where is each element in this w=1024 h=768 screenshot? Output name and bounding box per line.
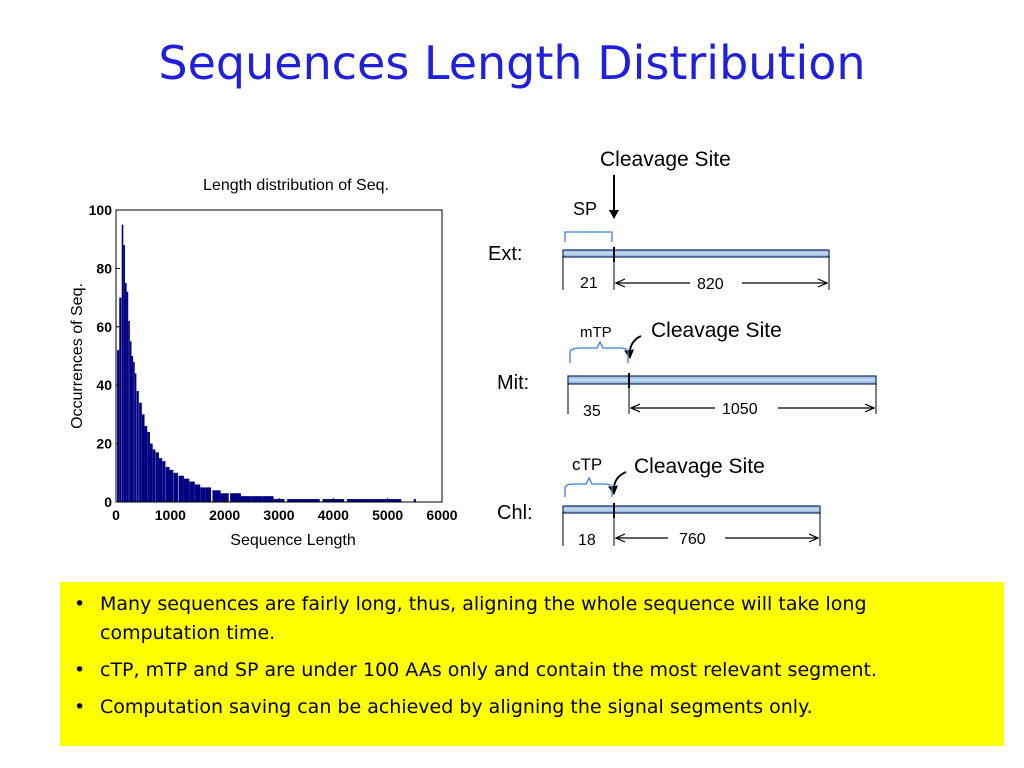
x-tick-label: 6000 [426,507,457,523]
histogram-bar [183,478,190,502]
mit-mature-length: 1050 [722,401,758,418]
histogram-bar [126,291,129,502]
histogram-bar [133,361,135,502]
mit-row-label: Mit: [497,372,529,394]
mit-signal-label: mTP [580,324,612,341]
y-axis-label: Occurrences of Seq. [69,283,86,429]
x-tick-label: 2000 [209,507,240,523]
chl-cleavage-arrow [608,471,627,495]
histogram-bar [303,499,320,502]
histogram-bar [165,466,170,502]
ext-row: Cleavage Site SP Ext: 21 820 [488,148,830,293]
mit-signal-length: 35 [583,403,601,420]
ext-signal-length: 21 [580,275,598,292]
chl-signal-label: cTP [572,455,602,474]
histogram-bar [129,341,132,502]
histogram-bar [200,487,206,502]
histogram-bars [117,224,416,503]
mit-sequence-bar [567,375,877,385]
ext-row-label: Ext: [488,243,522,265]
ext-cleavage-label: Cleavage Site [600,148,731,171]
mit-row: mTP Cleavage Site Mit: 35 1050 [497,319,877,420]
x-tick-label: 3000 [263,507,294,523]
histogram-bar [262,496,274,502]
ext-signal-brace [564,231,613,242]
x-tick-label: 5000 [372,507,403,523]
mit-signal-brace [569,340,629,363]
bullet-item: Many sequences are fairly long, thus, al… [74,590,988,648]
histogram-bar [230,493,241,502]
plot-frame [115,209,443,503]
bullet-item: cTP, mTP and SP are under 100 AAs only a… [74,656,988,685]
x-axis-label: Sequence Length [230,532,355,549]
histogram-bar [124,283,127,502]
summary-box: Many sequences are fairly long, thus, al… [60,582,1004,746]
histogram-bar [287,499,304,502]
histogram-bar [131,356,134,502]
chl-signal-brace [564,476,613,497]
slide-graphics: Length distribution of Seq. 0 1000 2000 300… [69,148,877,549]
y-tick-label: 100 [89,202,113,218]
histogram-bar [189,481,195,502]
x-tick-label: 4000 [318,507,349,523]
histogram-bar [162,461,166,502]
x-axis-ticks: 0 1000 2000 3000 4000 5000 6000 [112,498,458,523]
histogram-bar [178,475,184,502]
histogram-bar [123,245,125,503]
histogram-bar [169,469,174,502]
histogram-bar [128,320,130,502]
mit-cleavage-arrow [624,335,642,359]
histogram-bar [141,414,145,502]
histogram-bar [121,224,124,502]
histogram-bar [205,487,212,502]
x-tick-label: 1000 [155,507,186,523]
length-histogram: Length distribution of Seq. 0 1000 2000 300… [69,177,458,549]
histogram-bar [194,484,201,502]
histogram-bar [144,426,148,502]
x-tick-label: 0 [112,507,120,523]
histogram-bar [139,402,142,502]
y-tick-label: 60 [96,319,112,335]
chl-sequence-bar [562,505,821,514]
ext-sequence-bar [562,249,830,258]
chl-cleavage-label: Cleavage Site [634,455,765,478]
histogram-bar [155,452,159,502]
y-tick-label: 40 [96,377,112,393]
histogram-bar [173,472,178,502]
histogram-bar [240,496,252,502]
histogram-bar [346,499,375,502]
mit-cleavage-label: Cleavage Site [651,319,782,342]
histogram-bar [119,297,122,502]
histogram-bar [413,499,416,502]
histogram-bar [117,350,120,502]
y-tick-label: 80 [96,260,112,276]
histogram-bar [147,431,150,502]
chl-signal-length: 18 [578,532,596,549]
ext-signal-label: SP [573,199,597,219]
y-tick-label: 0 [104,494,112,510]
bullet-list: Many sequences are fairly long, thus, al… [74,590,988,722]
chart-title: Length distribution of Seq. [203,177,389,194]
chl-row-label: Chl: [497,502,533,524]
histogram-bar [136,391,139,502]
bullet-item: Computation saving can be achieved by al… [74,693,988,722]
chl-row: cTP Cleavage Site Chl: 18 760 [497,455,821,549]
histogram-bar [152,449,156,502]
slide-title: Sequences Length Distribution [158,36,866,90]
y-tick-label: 20 [96,436,112,452]
histogram-bar [158,458,163,502]
ext-mature-length: 820 [697,276,724,293]
chl-mature-length: 760 [679,531,706,548]
y-axis-ticks: 0 20 40 60 80 100 [89,202,120,510]
histogram-bar [149,443,153,502]
histogram-bar [251,496,263,502]
histogram-bar [212,490,221,502]
histogram-bar [134,373,137,502]
histogram-bar [220,493,229,502]
